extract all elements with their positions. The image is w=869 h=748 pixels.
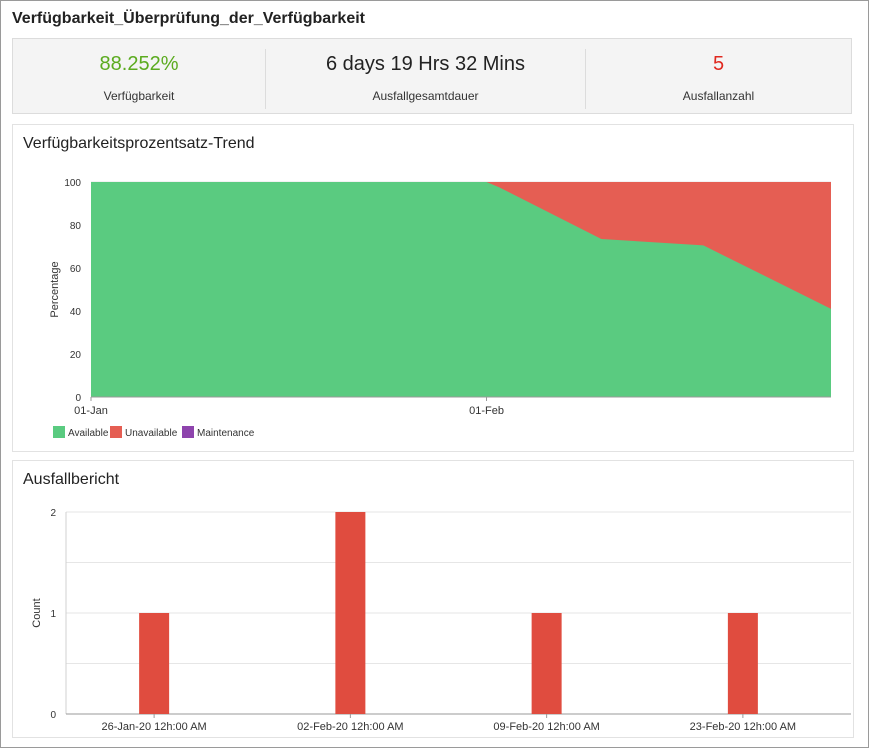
legend-label: Available xyxy=(68,428,109,439)
y-tick-label: 80 xyxy=(70,221,82,232)
x-tick-label: 23-Feb-20 12h:00 AM xyxy=(690,721,796,733)
downtime-stat: 6 days 19 Hrs 32 Mins Ausfallgesamtdauer xyxy=(266,39,585,113)
legend-swatch xyxy=(110,426,122,438)
x-tick-label: 01-Jan xyxy=(74,405,108,417)
available-area xyxy=(91,182,831,397)
y-axis-label: Percentage xyxy=(49,261,61,317)
availability-value: 88.252% xyxy=(99,53,179,75)
outage-chart: 0 1 2 26-Jan-20 12h:00 AM 02-Feb-20 12h:00 A… xyxy=(31,508,851,733)
outage-count-value: 5 xyxy=(712,53,725,75)
legend-swatch xyxy=(182,426,194,438)
outage-title: Ausfallbericht xyxy=(23,471,120,488)
outage-count-label: Ausfallanzahl xyxy=(682,89,755,103)
bar xyxy=(335,512,366,714)
y-tick-label: 100 xyxy=(64,178,81,189)
y-tick-label: 1 xyxy=(50,609,56,620)
page-title: Verfügbarkeit_Überprüfung_der_Verfügbark… xyxy=(12,10,365,27)
y-tick-label: 40 xyxy=(70,307,82,318)
trend-chart: 0 20 40 60 80 100 01-Jan 01-Feb Percentage Availa… xyxy=(49,178,831,439)
divider xyxy=(265,49,266,109)
availability-label: Verfügbarkeit xyxy=(103,89,175,103)
downtime-label: Ausfallgesamtdauer xyxy=(372,89,479,103)
y-tick-label: 60 xyxy=(70,264,82,275)
x-tick-label: 26-Jan-20 12h:00 AM xyxy=(102,721,207,733)
trend-panel: Verfügbarkeitsprozentsatz-Trend 0 20 40 60 8… xyxy=(12,124,854,452)
trend-title: Verfügbarkeitsprozentsatz-Trend xyxy=(23,135,255,152)
bar xyxy=(139,613,170,714)
y-tick-label: 20 xyxy=(70,350,82,361)
y-tick-label: 0 xyxy=(75,393,81,404)
legend-label: Maintenance xyxy=(197,428,255,439)
legend-swatch xyxy=(53,426,65,438)
divider xyxy=(585,49,586,109)
y-tick-label: 0 xyxy=(50,710,56,721)
x-tick-label: 09-Feb-20 12h:00 AM xyxy=(493,721,599,733)
x-tick-label: 02-Feb-20 12h:00 AM xyxy=(297,721,403,733)
downtime-value: 6 days 19 Hrs 32 Mins xyxy=(326,53,525,75)
y-tick-label: 2 xyxy=(50,508,56,519)
availability-stat: 88.252% Verfügbarkeit xyxy=(13,39,265,113)
y-axis-label: Count xyxy=(31,598,43,627)
outage-count-stat: 5 Ausfallanzahl xyxy=(586,39,851,113)
legend-label: Unavailable xyxy=(125,428,178,439)
x-tick-label: 01-Feb xyxy=(469,405,504,417)
bar xyxy=(531,613,562,714)
summary-panel: 88.252% Verfügbarkeit 6 days 19 Hrs 32 M… xyxy=(12,38,852,114)
outage-panel: Ausfallbericht 0 1 2 26-Jan-20 12h:00 AM 02-… xyxy=(12,460,854,738)
bar xyxy=(727,613,758,714)
